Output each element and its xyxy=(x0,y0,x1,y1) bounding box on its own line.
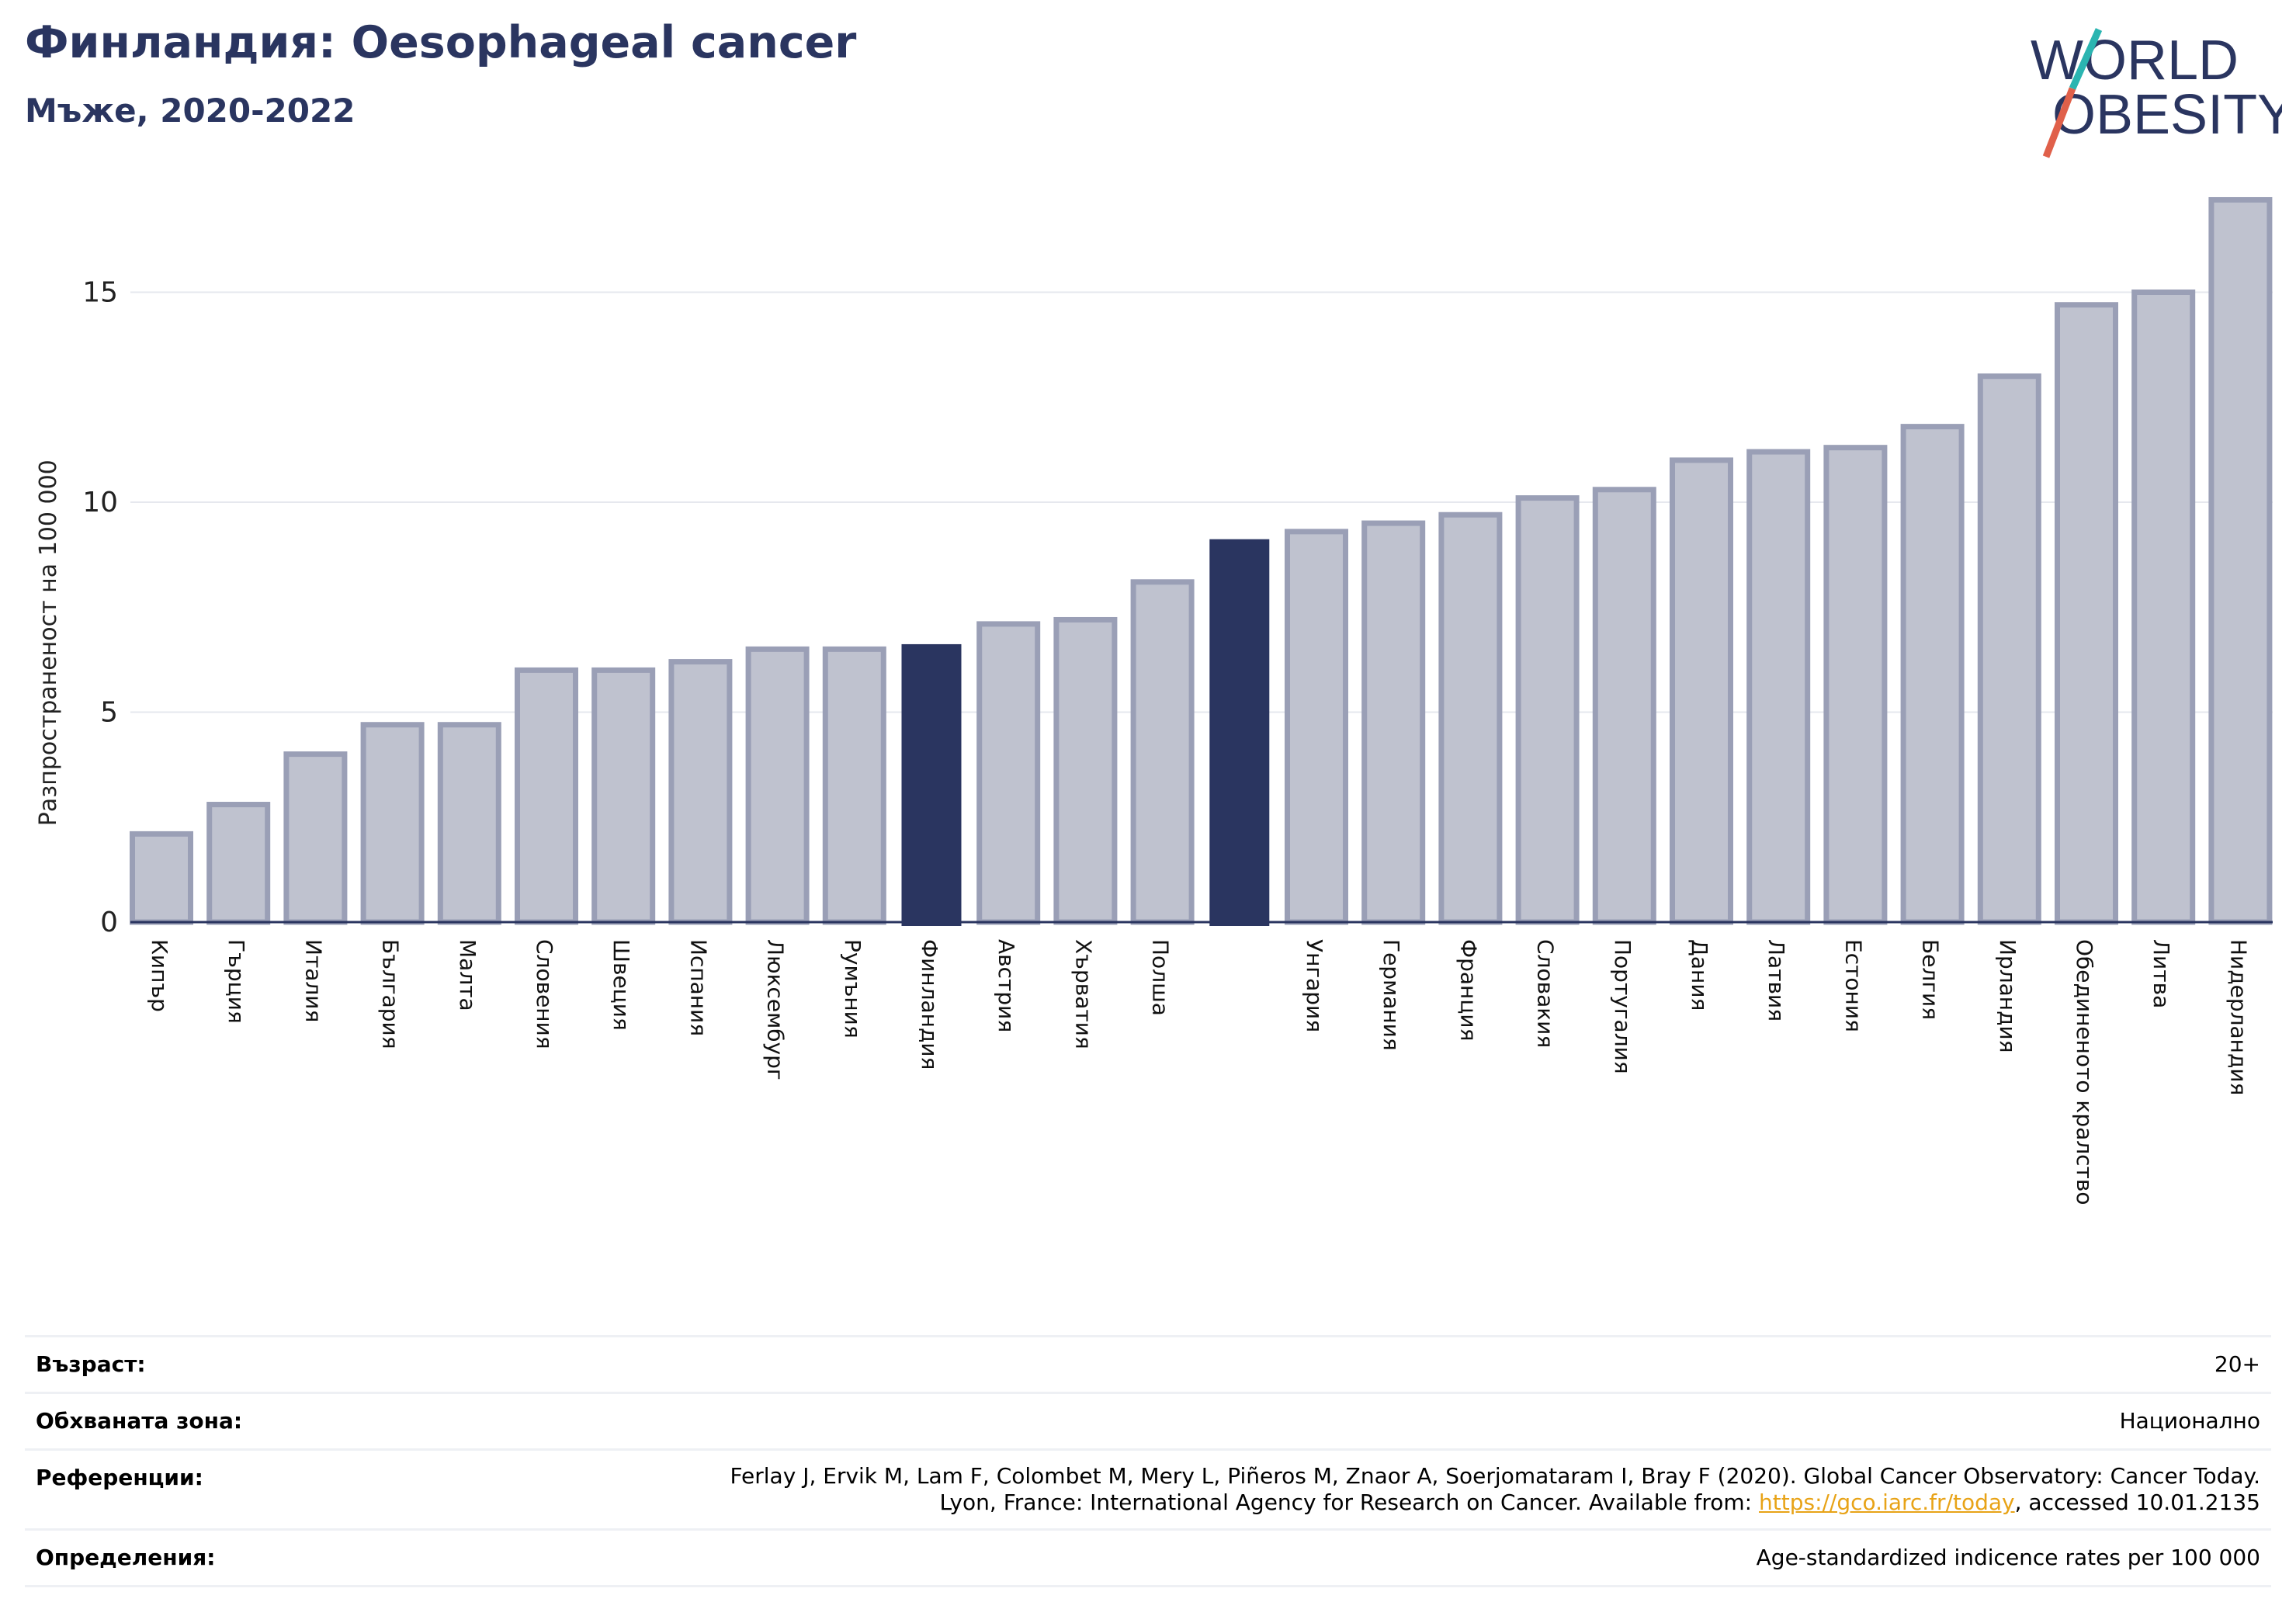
bar xyxy=(2055,302,2118,925)
bar xyxy=(1977,373,2041,925)
x-tick-label: Нидерландия xyxy=(2225,939,2251,1095)
bar xyxy=(591,667,656,925)
bar xyxy=(2208,196,2273,925)
definitions-value: Age-standardized indicence rates per 100… xyxy=(1756,1545,2260,1570)
x-tick-label: Люксембург xyxy=(763,939,789,1080)
age-value: 20+ xyxy=(2214,1351,2260,1377)
x-tick-label: Малта xyxy=(455,939,480,1011)
info-row-definitions: Определения: Age-standardized indicence … xyxy=(25,1528,2271,1587)
chart-subtitle: Мъже, 2020-2022 xyxy=(25,92,355,130)
reference-line-2-end: , accessed 10.01.2135 xyxy=(2014,1489,2260,1515)
world-obesity-logo: WORLD OBESITY xyxy=(2031,28,2282,158)
bar xyxy=(1053,616,1118,925)
bar xyxy=(1515,495,1580,925)
chart-title: Финландия: Oesophageal cancer xyxy=(25,17,857,68)
x-tick-label: Словения xyxy=(532,939,557,1049)
x-tick-label: Белгия xyxy=(1918,939,1944,1020)
bar xyxy=(360,722,425,925)
y-tick-label: 5 xyxy=(100,697,118,729)
bar xyxy=(206,802,271,925)
bar xyxy=(130,831,193,925)
bar xyxy=(901,643,962,926)
area-label: Обхваната зона: xyxy=(36,1408,243,1434)
x-tick-label: Германия xyxy=(1379,939,1404,1051)
x-tick-label: Латвия xyxy=(1764,939,1789,1021)
x-tick-label: Словакия xyxy=(1533,939,1559,1048)
bar xyxy=(1438,512,1503,925)
info-table: Възраст: 20+ Обхваната зона: Национално … xyxy=(25,1335,2271,1587)
x-tick-label: Кипър xyxy=(147,939,172,1012)
x-tick-label: Унгария xyxy=(1302,939,1327,1032)
bar xyxy=(1746,449,1811,925)
references-label: Референции: xyxy=(36,1465,203,1490)
x-tick-label: Хърватия xyxy=(1070,939,1096,1049)
logo-line2: OBESITY xyxy=(2052,84,2282,146)
bar xyxy=(515,667,578,925)
logo-line1: WORLD xyxy=(2031,29,2239,92)
bar xyxy=(745,646,810,925)
reference-line-1: Ferlay J, Ervik M, Lam F, Colombet M, Me… xyxy=(730,1463,2260,1489)
x-tick-label: Гърция xyxy=(224,939,249,1024)
reference-line-2-start: Lyon, France: International Agency for R… xyxy=(939,1489,1759,1515)
x-tick-label: Обединеното кралство xyxy=(2072,939,2097,1205)
bar xyxy=(1670,457,1733,925)
bar-chart: 0 5 10 15 Разпространеност на 100 000 Кипър Гъ… xyxy=(35,196,2273,1205)
reference-link[interactable]: https://gco.iarc.fr/today xyxy=(1759,1489,2015,1515)
bar xyxy=(283,751,348,925)
x-tick-label: Литва xyxy=(2149,939,2174,1008)
bar xyxy=(1130,579,1195,925)
x-tick-label: Естония xyxy=(1840,939,1866,1032)
x-tick-label: България xyxy=(378,939,404,1049)
x-tick-label: Дания xyxy=(1687,939,1712,1011)
bar xyxy=(1209,539,1270,926)
y-axis-label: Разпространеност на 100 000 xyxy=(35,460,62,826)
x-tick-label: Полша xyxy=(1148,939,1174,1016)
x-tick-label: Ирландия xyxy=(1995,939,2020,1053)
x-tick-label: Италия xyxy=(300,939,326,1022)
bar xyxy=(2131,290,2196,925)
bar xyxy=(1361,520,1426,925)
x-tick-label: Португалия xyxy=(1610,939,1635,1074)
x-tick-label: Испания xyxy=(685,939,711,1036)
logo-slash-red xyxy=(2042,87,2076,158)
x-tick-label: Финландия xyxy=(917,939,942,1070)
bar xyxy=(437,722,501,925)
bar xyxy=(1900,424,1965,925)
x-tick-label: Румъния xyxy=(840,939,865,1039)
x-tick-label: Австрия xyxy=(994,939,1019,1032)
info-row-age: Възраст: 20+ xyxy=(25,1335,2271,1392)
x-tick-label: Франция xyxy=(1455,939,1481,1041)
y-tick-label: 10 xyxy=(82,487,118,518)
info-row-area: Обхваната зона: Национално xyxy=(25,1392,2271,1448)
y-tick-label: 15 xyxy=(82,277,118,309)
bar xyxy=(668,659,733,925)
logo-slash-teal xyxy=(2069,28,2103,90)
age-label: Възраст: xyxy=(36,1351,146,1377)
info-row-references: Референции: Ferlay J, Ervik M, Lam F, Co… xyxy=(25,1448,2271,1528)
bar xyxy=(1823,445,1888,925)
x-tick-label: Швеция xyxy=(609,939,634,1031)
bar xyxy=(1285,529,1348,925)
bar xyxy=(1592,487,1656,925)
y-tick-label: 0 xyxy=(100,907,118,938)
definitions-label: Определения: xyxy=(36,1545,216,1570)
area-value: Национално xyxy=(2119,1408,2260,1434)
reference-line-2: Lyon, France: International Agency for R… xyxy=(730,1489,2260,1516)
bar xyxy=(976,621,1041,925)
references-value: Ferlay J, Ervik M, Lam F, Colombet M, Me… xyxy=(730,1463,2260,1516)
bar xyxy=(822,646,886,925)
